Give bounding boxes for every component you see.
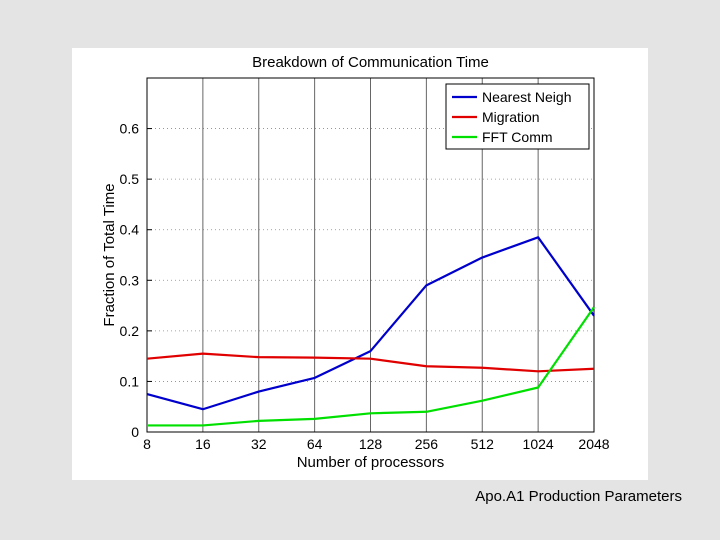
x-tick-label: 64 xyxy=(307,436,323,452)
y-tick-label: 0.1 xyxy=(120,373,140,389)
chart-title: Breakdown of Communication Time xyxy=(252,54,489,71)
x-axis-label: Number of processors xyxy=(297,454,445,471)
axes-box xyxy=(146,77,595,433)
y-axis-label: Fraction of Total Time xyxy=(101,183,118,326)
y-tick-label: 0.4 xyxy=(120,222,140,238)
y-tick-label: 0.2 xyxy=(120,323,140,339)
series-line xyxy=(146,352,595,373)
x-tick-label: 32 xyxy=(251,436,267,452)
x-tick-label: 512 xyxy=(471,436,495,452)
x-tick-label: 1024 xyxy=(523,436,554,452)
slide-caption: Apo.A1 Production Parameters xyxy=(475,488,682,505)
line-chart: 0 0.1 0.2 0.3 0.4 0.5 0.6 8 16 32 64 128 256 512 1024 2… xyxy=(101,54,610,471)
x-tick-label: 8 xyxy=(143,436,151,452)
series-line xyxy=(147,306,595,427)
x-tick-label: 256 xyxy=(415,436,439,452)
y-tick-label: 0.5 xyxy=(120,171,140,187)
x-tick-label: 16 xyxy=(195,436,211,452)
chart-figure: 0 0.1 0.2 0.3 0.4 0.5 0.6 8 16 32 64 128 256 512 1024 2… xyxy=(72,48,648,480)
y-tick-label: 0 xyxy=(131,424,139,440)
series-line xyxy=(146,236,595,411)
y-tick-label: 0.6 xyxy=(120,121,140,137)
x-tick-label: 128 xyxy=(359,436,383,452)
legend-label: Migration xyxy=(482,109,540,125)
legend-label: FFT Comm xyxy=(482,129,553,145)
x-tick-label: 2048 xyxy=(578,436,609,452)
y-tick-label: 0.3 xyxy=(120,272,140,288)
legend-label: Nearest Neigh xyxy=(482,89,572,105)
